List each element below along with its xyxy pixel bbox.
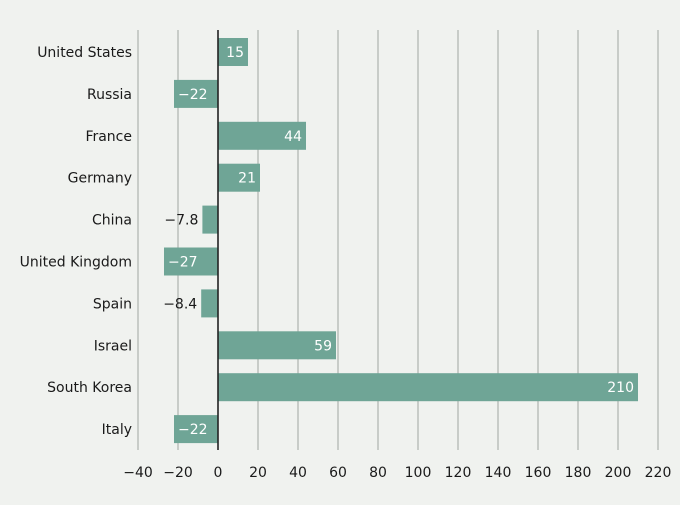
bar [201,289,218,318]
x-tick-labels: −40 −20 0 20 40 60 80 100 120 140 160 180 200 220 [123,465,671,481]
bar [218,121,306,150]
bar [202,205,218,234]
category-label: Russia [87,87,132,103]
bar [218,38,248,66]
bar-value-label: −7.8 [164,213,198,229]
bar-value-label: 59 [314,338,332,354]
x-tick-label: 120 [445,465,472,481]
x-tick-label: 60 [329,465,347,481]
bar-value-label: −22 [178,422,208,438]
bar [218,331,336,360]
category-label: Italy [102,422,132,438]
category-labels: United States Russia France Germany China Uni… [20,45,132,438]
x-tick-label: 160 [525,465,552,481]
bar-value-label: 15 [226,45,244,61]
bar-value-label: 210 [607,380,634,396]
bar [218,163,260,192]
category-label: South Korea [47,380,132,396]
bar-value-label: −22 [178,87,208,103]
category-label: United States [37,45,132,61]
bar-value-label: −27 [168,255,198,271]
x-tick-label: 140 [485,465,512,481]
x-tick-label: 220 [645,465,672,481]
category-label: France [85,129,132,145]
category-label: Germany [68,171,132,187]
bar-value-label: −8.4 [163,296,197,312]
x-tick-label: 20 [249,465,267,481]
x-tick-label: −20 [163,465,193,481]
bar-value-label: 21 [238,171,256,187]
x-tick-label: 40 [289,465,307,481]
bar [164,247,218,276]
x-tick-label: −40 [123,465,153,481]
bars: 15 −22 44 21 −7.8 −27 −8.4 59 210 −22 [163,38,638,444]
x-tick-label: 180 [565,465,592,481]
x-tick-label: 100 [405,465,432,481]
bar [174,79,218,108]
bar [218,373,638,402]
x-tick-label: 80 [369,465,387,481]
bar [174,415,218,444]
x-tick-label: 200 [605,465,632,481]
category-label: Spain [93,296,132,312]
bar-value-label: 44 [284,129,302,145]
category-label: China [92,213,132,229]
category-label: United Kingdom [20,255,132,271]
category-label: Israel [94,338,132,354]
x-tick-label: 0 [214,465,223,481]
